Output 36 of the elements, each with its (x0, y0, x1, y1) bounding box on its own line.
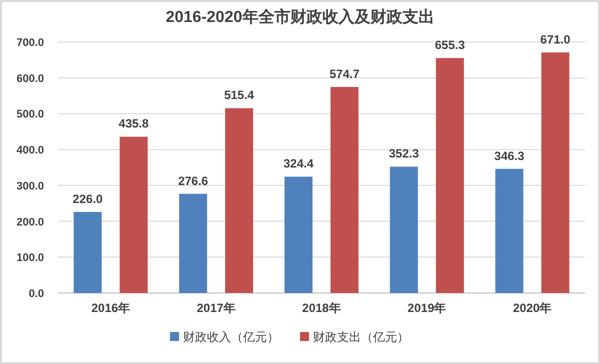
bar (436, 58, 464, 293)
y-tick-label: 300.0 (16, 180, 44, 192)
bar (495, 168, 524, 293)
y-tick-label: 0.0 (28, 288, 44, 300)
data-label: 671.0 (540, 32, 571, 46)
y-tick-label: 400.0 (16, 144, 44, 157)
x-tick-label: 2018年 (302, 301, 341, 315)
bar (225, 108, 254, 293)
x-tick-label: 2017年 (196, 301, 236, 315)
bar (179, 194, 208, 293)
y-tick-label: 200.0 (16, 216, 44, 228)
x-tick-label: 2020年 (512, 301, 552, 315)
legend-label: 财政支出（亿元） (313, 330, 409, 344)
bar (330, 86, 358, 293)
bar (390, 166, 418, 293)
chart-title: 2016-2020年全市财政收入及财政支出 (166, 8, 434, 26)
data-label: 346.3 (494, 148, 525, 163)
bar (541, 52, 570, 293)
data-label: 324.4 (283, 156, 314, 171)
data-label: 515.4 (224, 88, 254, 102)
bar (284, 176, 312, 293)
y-tick-label: 600.0 (16, 72, 44, 85)
data-label: 435.8 (118, 116, 150, 131)
data-label: 574.7 (329, 66, 360, 81)
data-label: 276.6 (178, 174, 208, 188)
bar (74, 212, 102, 293)
x-tick-label: 2019年 (408, 301, 446, 315)
bar (120, 136, 148, 293)
y-tick-label: 500.0 (16, 108, 44, 121)
data-label: 352.3 (388, 146, 420, 161)
y-tick-label: 100.0 (16, 252, 44, 264)
y-tick-label: 700.0 (16, 37, 44, 49)
x-tick-label: 2016年 (91, 301, 130, 315)
data-label: 655.3 (434, 38, 466, 52)
legend-label: 财政收入（亿元） (183, 330, 279, 344)
data-label: 226.0 (72, 192, 104, 206)
